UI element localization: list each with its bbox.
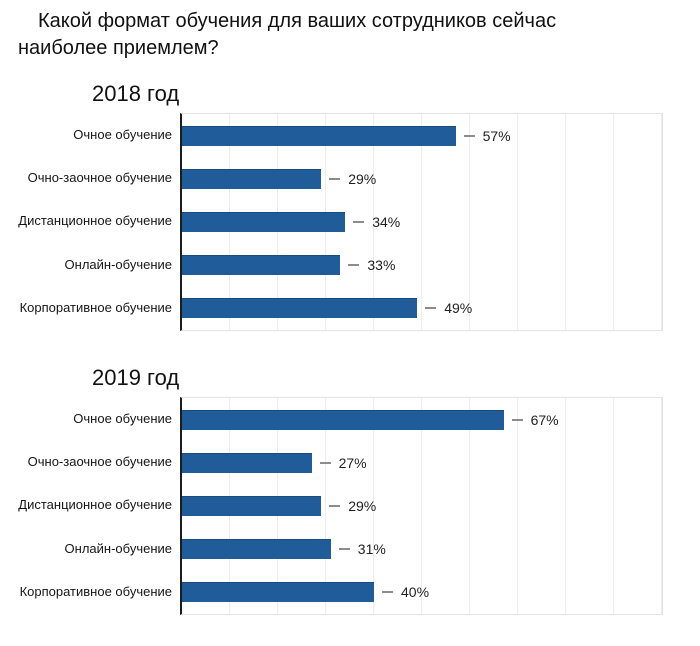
bar-row: 40% bbox=[182, 571, 662, 614]
bar-row: 29% bbox=[182, 484, 662, 527]
bar-row: 34% bbox=[182, 200, 662, 243]
value-label: 27% bbox=[338, 454, 367, 471]
category-label: Очное обучение bbox=[73, 127, 172, 143]
page-title-line-2: наиболее приемлем? bbox=[18, 37, 219, 59]
value-dash-icon bbox=[463, 134, 475, 137]
chart-2018: 2018 год Очное обучение Очно-заочное обуч… bbox=[0, 83, 700, 331]
survey-charts-page: Какой формат обучения для ваших сотрудни… bbox=[0, 8, 700, 615]
bar bbox=[182, 539, 331, 560]
plot-area-2019: 67% 27% 29% 31% 40% bbox=[180, 397, 663, 615]
category-label: Дистанционное обучение bbox=[18, 213, 172, 229]
bar bbox=[182, 255, 341, 276]
bar bbox=[182, 452, 312, 473]
plot-area-2018: 57% 29% 34% 33% 49% bbox=[180, 113, 663, 331]
chart-2019: 2019 год Очное обучение Очно-заочное обуч… bbox=[0, 367, 700, 615]
category-label: Корпоративное обучение bbox=[19, 583, 172, 599]
category-label: Онлайн-обучение bbox=[64, 256, 172, 272]
value-dash-icon bbox=[382, 591, 393, 594]
bar bbox=[182, 409, 504, 430]
value-label: 40% bbox=[401, 584, 430, 601]
page-title-line-1: Какой формат обучения для ваших сотрудни… bbox=[38, 10, 557, 32]
category-label: Дистанционное обучение bbox=[18, 497, 172, 513]
chart-title-2019: 2019 год bbox=[92, 365, 180, 390]
value-label: 67% bbox=[530, 411, 559, 428]
category-label: Очно-заочное обучение bbox=[27, 454, 172, 470]
value-dash-icon bbox=[353, 220, 365, 223]
value-label: 29% bbox=[348, 497, 377, 514]
bar bbox=[182, 582, 374, 603]
bar-row: 57% bbox=[182, 114, 662, 157]
category-axis-2018: Очное обучение Очно-заочное обучение Диста… bbox=[0, 113, 180, 329]
bar bbox=[182, 298, 418, 319]
bar bbox=[182, 168, 322, 189]
value-dash-icon bbox=[338, 548, 350, 551]
bar-row: 49% bbox=[182, 287, 662, 330]
value-dash-icon bbox=[329, 504, 341, 507]
category-label: Очное обучение bbox=[73, 411, 172, 427]
bar-row: 31% bbox=[182, 528, 662, 571]
value-dash-icon bbox=[329, 177, 341, 180]
value-label: 57% bbox=[482, 127, 511, 144]
chart-title-2018: 2018 год bbox=[92, 81, 180, 106]
bar-row: 29% bbox=[182, 157, 662, 200]
value-label: 49% bbox=[444, 300, 473, 317]
value-dash-icon bbox=[425, 307, 437, 310]
bar bbox=[182, 211, 346, 232]
category-axis-2019: Очное обучение Очно-заочное обучение Диста… bbox=[0, 397, 180, 613]
value-label: 33% bbox=[367, 257, 396, 274]
chart-body-2019: Очное обучение Очно-заочное обучение Диста… bbox=[0, 397, 700, 615]
value-dash-icon bbox=[319, 461, 331, 464]
chart-body-2018: Очное обучение Очно-заочное обучение Диста… bbox=[0, 113, 700, 331]
page-title: Какой формат обучения для ваших сотрудни… bbox=[18, 8, 680, 62]
value-label: 31% bbox=[357, 541, 386, 558]
category-label: Онлайн-обучение bbox=[64, 540, 172, 556]
value-dash-icon bbox=[348, 264, 360, 267]
bar bbox=[182, 495, 322, 516]
bar-row: 67% bbox=[182, 398, 662, 441]
bar-row: 33% bbox=[182, 244, 662, 287]
category-label: Корпоративное обучение bbox=[19, 299, 172, 315]
value-label: 34% bbox=[372, 213, 401, 230]
value-label: 29% bbox=[348, 170, 377, 187]
bar-row: 27% bbox=[182, 441, 662, 484]
bar bbox=[182, 125, 456, 146]
value-dash-icon bbox=[511, 418, 523, 421]
category-label: Очно-заочное обучение bbox=[27, 170, 172, 186]
